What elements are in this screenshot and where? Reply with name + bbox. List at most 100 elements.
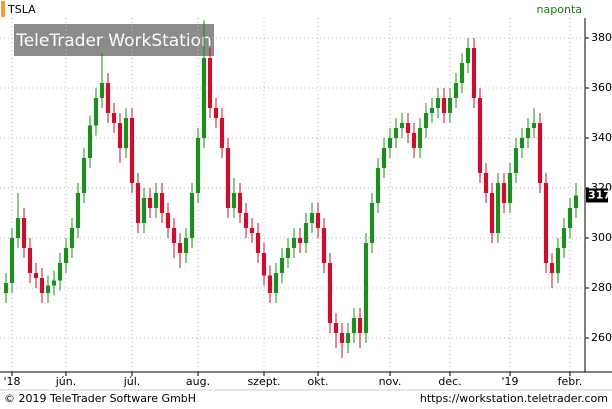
candle-body	[435, 98, 441, 108]
candle-body	[87, 125, 93, 158]
candle-body	[159, 193, 165, 213]
candle-body	[417, 128, 423, 148]
candle-body	[321, 228, 327, 263]
symbol: TSLA	[7, 3, 36, 16]
x-tick-label: szept.	[247, 375, 280, 388]
candle-body	[231, 193, 237, 208]
candle-body	[459, 63, 465, 83]
candle-body	[387, 138, 393, 148]
candle-body	[237, 193, 243, 213]
candle-body	[375, 168, 381, 203]
candle-body	[303, 223, 309, 243]
candle-body	[15, 218, 21, 238]
x-tick-label: nov.	[379, 375, 402, 388]
x-tick-label: febr.	[558, 375, 583, 388]
y-tick-label: 380	[591, 31, 612, 44]
candle-body	[471, 48, 477, 98]
candle-body	[93, 98, 99, 126]
candle-body	[519, 138, 525, 148]
candle-body	[555, 248, 561, 273]
candle-body	[243, 213, 249, 228]
period: naponta	[537, 3, 582, 16]
watermark-box	[14, 24, 214, 56]
candle-body	[225, 148, 231, 208]
candle-body	[333, 323, 339, 333]
x-tick-label: '19	[501, 375, 518, 388]
candle-body	[171, 228, 177, 243]
candle-body	[195, 138, 201, 193]
candle-body	[207, 58, 213, 108]
candle-body	[57, 263, 63, 281]
candle-body	[153, 193, 159, 208]
candle-body	[147, 198, 153, 208]
candle-body	[279, 258, 285, 273]
y-tick-label: 340	[591, 131, 612, 144]
candle-body	[285, 248, 291, 258]
candle-body	[531, 123, 537, 128]
candle-body	[201, 58, 207, 138]
candle-body	[495, 183, 501, 233]
candle-body	[111, 113, 117, 123]
candle-body	[477, 98, 483, 173]
candle-body	[447, 98, 453, 113]
candle-body	[69, 228, 75, 248]
candle-body	[453, 83, 459, 98]
candle-body	[351, 318, 357, 333]
candle-body	[489, 193, 495, 233]
x-tick-label: júl.	[123, 375, 141, 388]
candle-body	[213, 108, 219, 118]
x-tick-label: '18	[3, 375, 20, 388]
candle-body	[123, 118, 129, 148]
candle-body	[525, 128, 531, 138]
candle-body	[393, 128, 399, 138]
candle-body	[345, 333, 351, 343]
y-tick-label: 260	[591, 331, 612, 344]
x-tick-label: aug.	[186, 375, 210, 388]
symbol-marker	[1, 1, 5, 17]
candle-body	[141, 198, 147, 223]
candle-body	[81, 158, 87, 193]
candle-body	[573, 195, 579, 208]
x-tick-label: dec.	[438, 375, 461, 388]
candle-body	[381, 148, 387, 168]
candle-body	[33, 273, 39, 278]
candle-body	[441, 98, 447, 113]
candle-body	[255, 233, 261, 253]
watermark: TeleTrader WorkStation	[15, 31, 212, 51]
candle-body	[249, 228, 255, 233]
candle-body	[165, 213, 171, 228]
last-price: 317	[588, 189, 611, 202]
candle-body	[513, 148, 519, 173]
candle-body	[45, 285, 51, 293]
candle-body	[261, 253, 267, 276]
candle-body	[291, 238, 297, 248]
candle-body	[267, 275, 273, 293]
candle-body	[117, 123, 123, 148]
candle-body	[75, 193, 81, 228]
candle-body	[423, 113, 429, 128]
candle-body	[297, 238, 303, 243]
candle-body	[549, 263, 555, 273]
candle-body	[51, 280, 57, 286]
x-tick-label: okt.	[308, 375, 329, 388]
candle-body	[465, 48, 471, 63]
candle-body	[309, 213, 315, 223]
candle-body	[399, 123, 405, 128]
candle-body	[39, 278, 45, 293]
candle-body	[21, 218, 27, 248]
candle-body	[429, 108, 435, 113]
y-tick-label: 360	[591, 81, 612, 94]
candle-body	[411, 133, 417, 148]
candle-body	[27, 248, 33, 273]
candle-body	[405, 123, 411, 133]
candle-body	[315, 213, 321, 228]
candle-body	[327, 263, 333, 323]
candle-body	[339, 333, 345, 343]
candle-body	[63, 248, 69, 263]
candle-body	[177, 243, 183, 253]
candle-body	[369, 203, 375, 243]
candle-body	[543, 183, 549, 263]
copyright: © 2019 TeleTrader Software GmbH	[4, 392, 196, 405]
candle-body	[3, 283, 9, 293]
